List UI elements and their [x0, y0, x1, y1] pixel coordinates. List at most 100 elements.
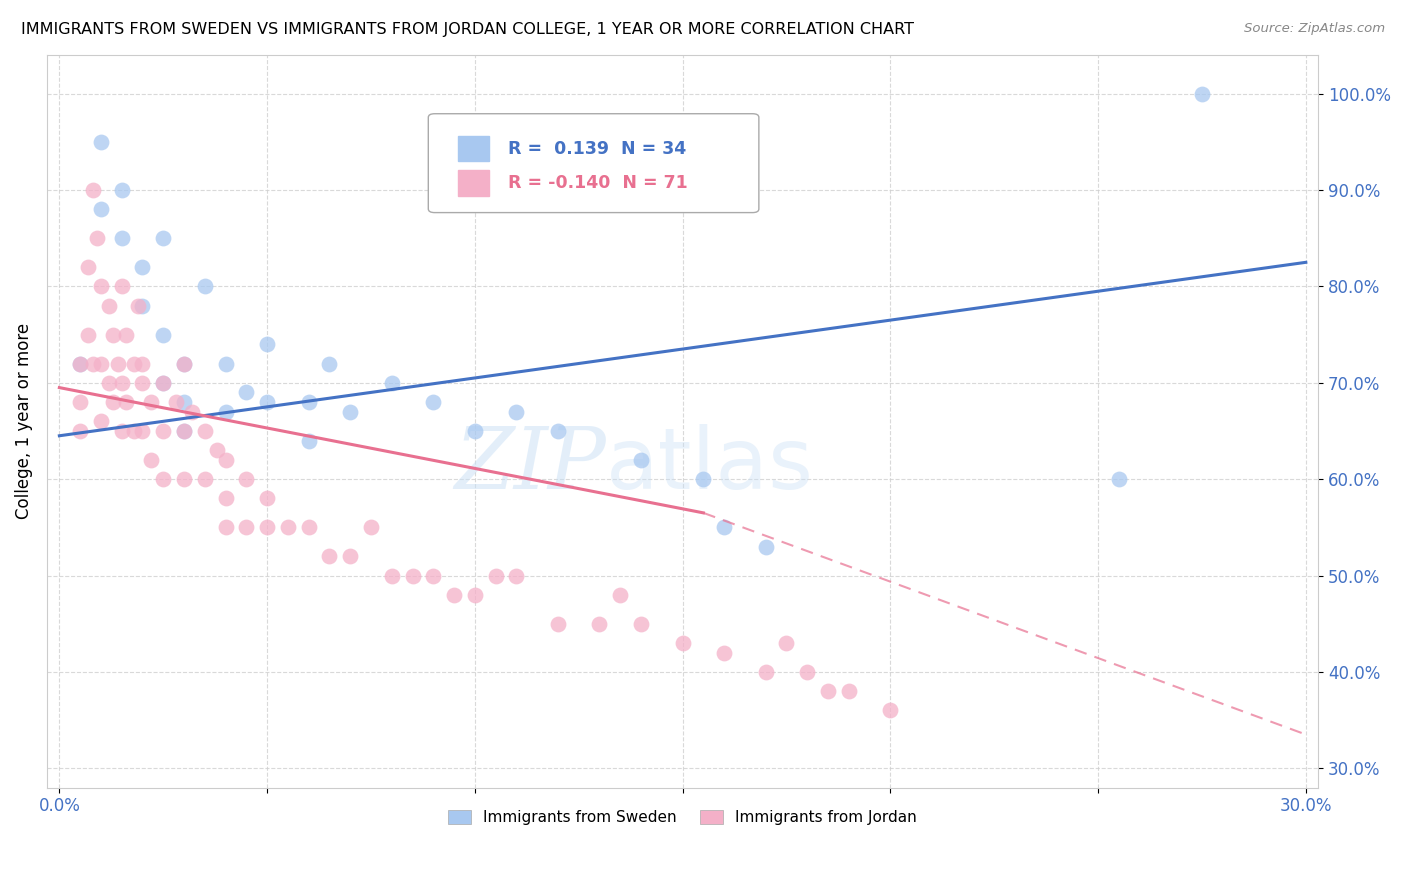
Point: [98, 299, 121, 313]
Point: [464, 424, 486, 438]
Point: [256, 520, 278, 534]
Point: [277, 520, 299, 534]
Point: [111, 231, 134, 245]
Point: [69, 395, 91, 409]
Point: [77, 327, 100, 342]
Point: [464, 588, 486, 602]
Point: [86, 231, 108, 245]
Point: [114, 327, 136, 342]
Point: [69, 357, 91, 371]
Point: [165, 395, 187, 409]
Point: [107, 357, 129, 371]
Point: [139, 395, 162, 409]
Point: [194, 279, 217, 293]
Point: [114, 395, 136, 409]
Point: [111, 183, 134, 197]
Point: [298, 434, 321, 448]
Point: [173, 472, 195, 486]
Point: [69, 424, 91, 438]
Point: [122, 357, 145, 371]
FancyBboxPatch shape: [457, 136, 489, 161]
FancyBboxPatch shape: [429, 113, 759, 212]
Point: [90, 279, 112, 293]
Point: [173, 357, 195, 371]
Point: [103, 327, 125, 342]
Point: [152, 327, 174, 342]
Point: [256, 491, 278, 506]
Point: [235, 385, 257, 400]
Point: [131, 299, 153, 313]
Point: [173, 395, 195, 409]
Point: [77, 260, 100, 274]
Y-axis label: College, 1 year or more: College, 1 year or more: [15, 323, 32, 519]
Point: [755, 665, 778, 679]
Point: [214, 453, 236, 467]
Point: [111, 279, 134, 293]
Point: [181, 405, 204, 419]
Point: [90, 357, 112, 371]
Point: [173, 424, 195, 438]
Point: [588, 616, 610, 631]
Point: [214, 357, 236, 371]
Point: [194, 472, 217, 486]
Point: [152, 376, 174, 390]
Point: [98, 376, 121, 390]
Point: [194, 424, 217, 438]
Point: [127, 299, 149, 313]
Point: [111, 376, 134, 390]
Point: [671, 636, 693, 650]
Point: [401, 568, 423, 582]
Point: [318, 357, 340, 371]
Point: [256, 337, 278, 351]
Point: [82, 357, 104, 371]
Point: [318, 549, 340, 564]
Point: [122, 424, 145, 438]
Point: [505, 405, 527, 419]
Point: [90, 414, 112, 428]
Point: [775, 636, 797, 650]
Point: [1108, 472, 1130, 486]
Point: [152, 376, 174, 390]
Point: [173, 424, 195, 438]
Point: [256, 395, 278, 409]
Point: [1191, 87, 1213, 101]
Point: [207, 443, 229, 458]
Point: [214, 405, 236, 419]
Point: [422, 395, 444, 409]
Point: [713, 646, 735, 660]
Point: [339, 549, 361, 564]
Point: [796, 665, 818, 679]
Point: [214, 491, 236, 506]
Text: atlas: atlas: [606, 424, 814, 507]
Point: [90, 202, 112, 217]
Text: R = -0.140  N = 71: R = -0.140 N = 71: [509, 174, 688, 192]
Point: [173, 357, 195, 371]
FancyBboxPatch shape: [457, 170, 489, 195]
Point: [235, 520, 257, 534]
Point: [152, 231, 174, 245]
Point: [879, 703, 901, 717]
Point: [755, 540, 778, 554]
Point: [630, 453, 652, 467]
Point: [547, 424, 569, 438]
Text: R =  0.139  N = 34: R = 0.139 N = 34: [509, 139, 686, 158]
Point: [713, 520, 735, 534]
Point: [609, 588, 631, 602]
Point: [630, 616, 652, 631]
Point: [817, 684, 839, 698]
Legend: Immigrants from Sweden, Immigrants from Jordan: Immigrants from Sweden, Immigrants from …: [443, 804, 922, 831]
Point: [131, 260, 153, 274]
Point: [381, 568, 404, 582]
Point: [505, 568, 527, 582]
Point: [131, 376, 153, 390]
Point: [69, 357, 91, 371]
Point: [103, 395, 125, 409]
Point: [547, 616, 569, 631]
Point: [152, 424, 174, 438]
Text: IMMIGRANTS FROM SWEDEN VS IMMIGRANTS FROM JORDAN COLLEGE, 1 YEAR OR MORE CORRELA: IMMIGRANTS FROM SWEDEN VS IMMIGRANTS FRO…: [21, 22, 914, 37]
Point: [360, 520, 382, 534]
Point: [139, 453, 162, 467]
Point: [381, 376, 404, 390]
Point: [131, 357, 153, 371]
Point: [484, 568, 506, 582]
